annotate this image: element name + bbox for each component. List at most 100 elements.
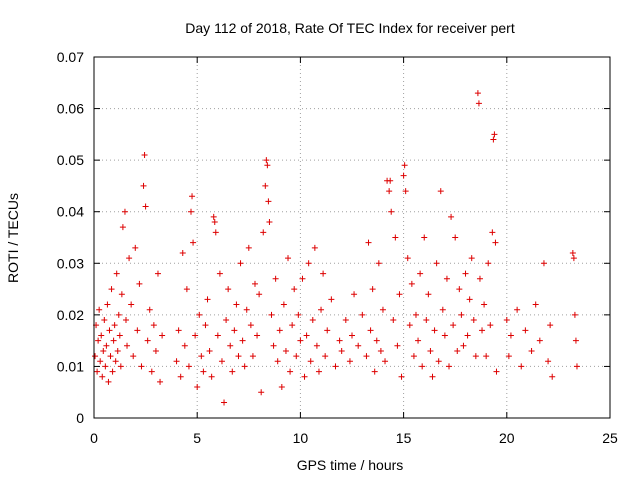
data-point: [116, 332, 123, 339]
data-point: [194, 384, 201, 391]
chart-title: Day 112 of 2018, Rate Of TEC Index for r…: [185, 20, 515, 36]
data-point: [390, 317, 397, 324]
data-point: [462, 270, 469, 277]
x-tick-label: 25: [602, 430, 618, 446]
data-point: [249, 353, 256, 360]
data-point: [95, 337, 102, 344]
data-point: [227, 342, 234, 349]
data-point: [263, 157, 270, 164]
data-point: [256, 291, 263, 298]
data-point: [518, 363, 525, 370]
data-point: [103, 342, 110, 349]
data-point: [235, 353, 242, 360]
data-point: [266, 219, 273, 226]
plot-frame: [93, 56, 611, 419]
data-point: [211, 219, 218, 226]
data-point: [492, 239, 499, 246]
data-point: [216, 270, 223, 277]
data-point: [371, 368, 378, 375]
data-point: [218, 358, 225, 365]
data-point: [571, 311, 578, 318]
data-point: [549, 373, 556, 380]
data-point: [122, 317, 129, 324]
data-point: [254, 332, 261, 339]
data-point: [311, 244, 318, 251]
data-point: [221, 399, 228, 406]
data-point: [427, 347, 434, 354]
data-point: [322, 353, 329, 360]
data-point: [464, 332, 471, 339]
data-point: [503, 317, 510, 324]
data-point: [369, 286, 376, 293]
data-point: [398, 373, 405, 380]
data-point: [450, 322, 457, 329]
data-point: [458, 311, 465, 318]
data-point: [421, 234, 428, 241]
data-point: [278, 384, 285, 391]
y-tick-label: 0.07: [57, 49, 84, 65]
data-point: [231, 327, 238, 334]
data-point: [401, 162, 408, 169]
data-point: [507, 332, 514, 339]
data-point: [489, 229, 496, 236]
data-point: [441, 332, 448, 339]
data-point: [179, 249, 186, 256]
data-point: [388, 208, 395, 215]
data-point: [212, 229, 219, 236]
data-point: [493, 368, 500, 375]
data-point: [146, 306, 153, 313]
data-point: [264, 162, 271, 169]
data-point: [379, 306, 386, 313]
y-axis-title: ROTI / TECUs: [5, 193, 21, 283]
x-tick-label: 0: [90, 430, 98, 446]
y-tick-label: 0.03: [57, 255, 84, 271]
data-point: [373, 337, 380, 344]
x-tick-label: 5: [193, 430, 201, 446]
data-point: [272, 275, 279, 282]
data-point: [92, 353, 99, 360]
data-point: [433, 260, 440, 267]
data-point: [402, 188, 409, 195]
data-point: [573, 363, 580, 370]
data-point: [289, 322, 296, 329]
data-point: [282, 347, 289, 354]
data-point: [126, 255, 133, 262]
data-point: [483, 353, 490, 360]
data-point: [105, 378, 112, 385]
data-point: [192, 332, 199, 339]
data-point: [466, 296, 473, 303]
data-point: [485, 260, 492, 267]
data-point: [214, 332, 221, 339]
data-point: [280, 301, 287, 308]
data-point: [101, 317, 108, 324]
data-point: [223, 317, 230, 324]
data-point: [287, 368, 294, 375]
data-point: [540, 260, 547, 267]
data-point: [291, 286, 298, 293]
data-point: [200, 368, 207, 375]
data-point: [189, 193, 196, 200]
data-point: [415, 337, 422, 344]
data-point: [241, 363, 248, 370]
data-point: [456, 286, 463, 293]
data-point: [185, 363, 192, 370]
data-point: [276, 327, 283, 334]
data-point: [439, 306, 446, 313]
y-tick-label: 0.04: [57, 204, 84, 220]
data-point: [258, 389, 265, 396]
data-point: [128, 301, 135, 308]
data-point: [183, 286, 190, 293]
data-point: [419, 363, 426, 370]
data-point: [118, 291, 125, 298]
data-point: [406, 322, 413, 329]
data-point: [536, 337, 543, 344]
data-point: [307, 358, 314, 365]
data-point: [309, 317, 316, 324]
data-point: [452, 234, 459, 241]
data-point: [346, 358, 353, 365]
data-point: [98, 332, 105, 339]
data-point: [196, 311, 203, 318]
grid-lines: [94, 57, 610, 418]
